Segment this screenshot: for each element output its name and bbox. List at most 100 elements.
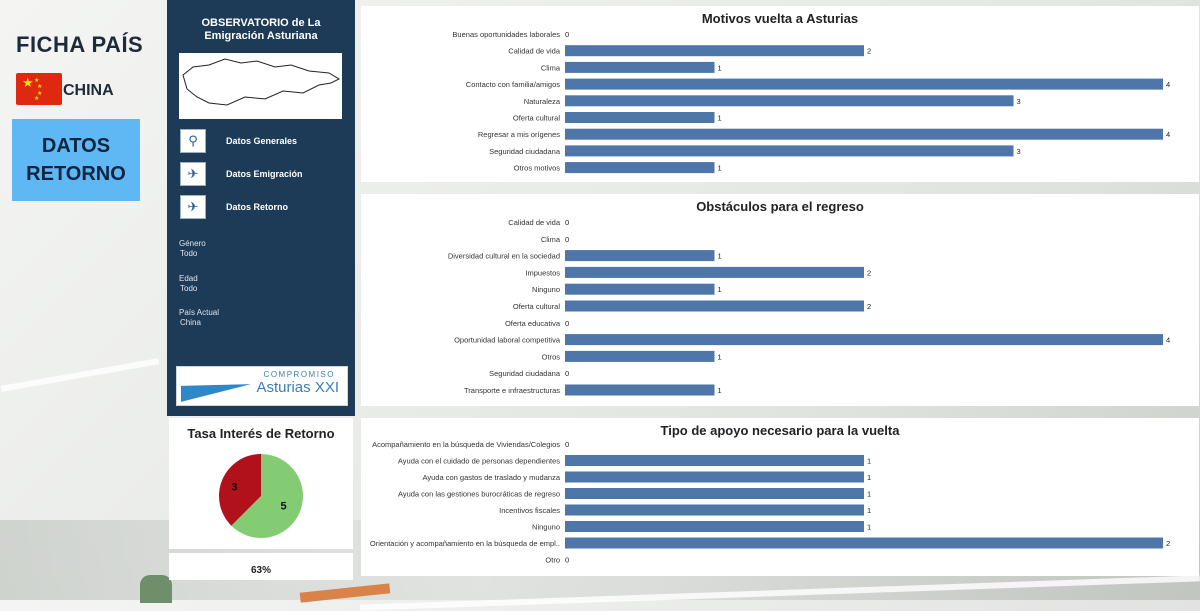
bar[interactable] xyxy=(565,112,715,123)
bar[interactable] xyxy=(565,488,864,499)
filter-edad[interactable]: Edad Todo xyxy=(179,274,198,294)
value-label: 1 xyxy=(867,473,871,482)
filter-label: País Actual xyxy=(179,308,220,317)
nav-item-datos-retorno[interactable]: ✈ Datos Retorno xyxy=(180,195,345,219)
pie-slice[interactable] xyxy=(219,454,261,526)
bar[interactable] xyxy=(565,384,715,396)
map-outline-icon xyxy=(182,58,341,106)
magnifier-icon: ⚲ xyxy=(180,129,206,153)
category-label: Oportunidad laboral competitiva xyxy=(454,336,561,345)
asturias-map[interactable] xyxy=(179,53,342,119)
bar[interactable] xyxy=(565,471,864,483)
value-label: 0 xyxy=(565,218,569,227)
category-label: Buenas oportunidades laborales xyxy=(452,30,560,39)
category-label: Acompañamiento en la búsqueda de Viviend… xyxy=(372,440,560,449)
chart-title: Tipo de apoyo necesario para la vuelta xyxy=(660,423,900,438)
value-label: 0 xyxy=(565,440,569,449)
bar[interactable] xyxy=(565,266,864,278)
filter-value: Todo xyxy=(180,284,198,293)
category-label: Otro xyxy=(545,556,560,565)
chart-title: Obstáculos para el regreso xyxy=(696,199,864,214)
value-label: 1 xyxy=(718,352,722,361)
bar[interactable] xyxy=(565,78,1163,90)
bar[interactable] xyxy=(565,521,864,532)
bar[interactable] xyxy=(565,537,1163,549)
chart-motivos: Motivos vuelta a Asturias Buenas oportun… xyxy=(361,6,1199,182)
nav-item-datos-generales[interactable]: ⚲ Datos Generales xyxy=(180,129,345,153)
bar[interactable] xyxy=(565,283,715,295)
value-label: 0 xyxy=(565,235,569,244)
category-label: Ninguno xyxy=(532,285,560,294)
category-label: Ninguno xyxy=(532,523,560,532)
bar[interactable] xyxy=(565,128,1163,140)
bar[interactable] xyxy=(565,250,715,262)
pie-chart[interactable]: 53 xyxy=(169,418,353,549)
bar[interactable] xyxy=(565,45,864,57)
percent-card: 63% xyxy=(169,553,353,580)
sidebar: OBSERVATORIO de La Emigración Asturiana … xyxy=(167,0,355,416)
category-label: Calidad de vida xyxy=(508,218,561,227)
value-label: 0 xyxy=(565,556,569,565)
bar[interactable] xyxy=(565,455,864,466)
value-label: 1 xyxy=(718,164,722,173)
value-label: 1 xyxy=(718,252,722,261)
logo-wedge-icon xyxy=(181,376,251,402)
bar[interactable] xyxy=(565,334,1163,346)
bar[interactable] xyxy=(565,300,864,312)
value-label: 3 xyxy=(1017,97,1021,106)
filter-genero[interactable]: Género Todo xyxy=(179,239,206,259)
value-label: 1 xyxy=(867,457,871,466)
compromiso-asturias-logo: COMPROMISO Asturias XXI xyxy=(176,366,348,406)
nav-item-label: Datos Retorno xyxy=(226,202,289,212)
filter-pais-actual[interactable]: País Actual China xyxy=(179,308,219,328)
value-label: 1 xyxy=(867,506,871,515)
category-label: Contacto con familia/amigos xyxy=(466,80,560,89)
value-label: 2 xyxy=(1166,539,1170,548)
filter-label: Género xyxy=(179,239,206,248)
retorno-percent: 63% xyxy=(250,565,271,576)
category-label: Oferta educativa xyxy=(505,319,561,328)
logo-text-top: COMPROMISO xyxy=(263,370,335,379)
value-label: 0 xyxy=(565,30,569,39)
plane-landing-icon: ✈ xyxy=(180,195,206,219)
value-label: 2 xyxy=(867,302,871,311)
bar[interactable] xyxy=(565,162,715,174)
category-label: Orientación y acompañamiento en la búsqu… xyxy=(370,539,560,548)
bar[interactable] xyxy=(565,95,1014,107)
category-label: Oferta cultural xyxy=(513,302,560,311)
section-button-datos-retorno[interactable]: DATOS RETORNO xyxy=(12,119,140,201)
background-stripe xyxy=(0,358,160,392)
pie-slice-label: 5 xyxy=(280,500,286,512)
chart-apoyo: Tipo de apoyo necesario para la vuelta A… xyxy=(361,418,1199,576)
category-label: Impuestos xyxy=(525,268,560,277)
bar[interactable] xyxy=(565,504,864,516)
category-label: Seguridad ciudadana xyxy=(489,369,561,378)
filter-value: China xyxy=(180,318,201,327)
value-label: 0 xyxy=(565,369,569,378)
nav-item-datos-emigracion[interactable]: ✈ Datos Emigración xyxy=(180,162,345,186)
category-label: Ayuda con las gestiones burocráticas de … xyxy=(398,490,560,499)
bar-chart: Calidad de vida 0 Clima 0 Diversidad cultura… xyxy=(448,218,1170,396)
bar[interactable] xyxy=(565,350,715,362)
category-label: Incentivos fiscales xyxy=(499,506,560,515)
background-figure xyxy=(140,575,172,603)
value-label: 1 xyxy=(718,285,722,294)
bar[interactable] xyxy=(565,145,1014,157)
bar[interactable] xyxy=(565,61,715,73)
bar-chart: Acompañamiento en la búsqueda de Viviend… xyxy=(370,440,1170,565)
category-label: Seguridad ciudadana xyxy=(489,147,561,156)
section-label: DATOS RETORNO xyxy=(26,135,126,185)
pie-slice-label: 3 xyxy=(231,482,237,494)
category-label: Regresar a mis orígenes xyxy=(478,130,560,139)
sidebar-title: OBSERVATORIO de La Emigración Asturiana xyxy=(201,17,321,42)
value-label: 1 xyxy=(867,490,871,499)
value-label: 4 xyxy=(1166,80,1170,89)
china-flag-icon: ★ ★ ★ ★ ★ xyxy=(16,73,62,105)
category-label: Transporte e infraestructuras xyxy=(464,386,560,395)
value-label: 2 xyxy=(867,47,871,56)
value-label: 1 xyxy=(718,114,722,123)
value-label: 0 xyxy=(565,319,569,328)
category-label: Oferta cultural xyxy=(513,114,560,123)
page-title: FICHA PAÍS xyxy=(16,32,144,57)
pie-slice[interactable] xyxy=(231,454,303,538)
